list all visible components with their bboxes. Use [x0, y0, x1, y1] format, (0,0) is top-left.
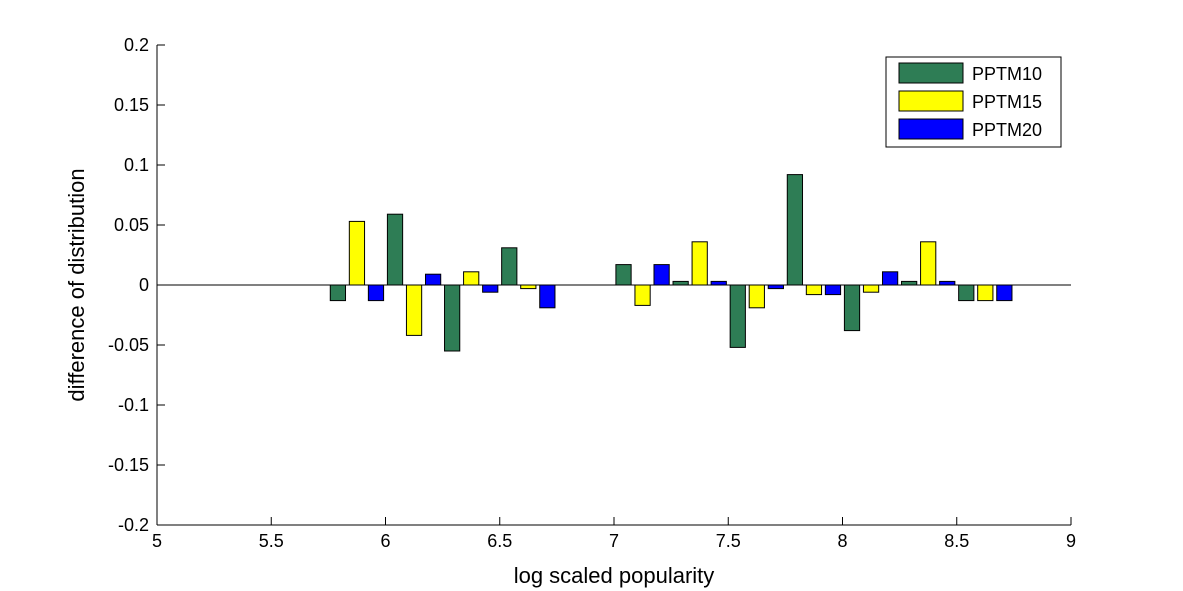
bar-pptm15-1 — [405, 284, 423, 336]
bar-pptm15-8 — [862, 284, 880, 293]
bar-pptm15-4 — [634, 284, 651, 306]
bar-pptm15-6 — [748, 284, 765, 309]
x-tick-label: 8 — [837, 531, 847, 551]
bar-pptm20-9 — [939, 280, 956, 286]
bar-pptm10-2 — [444, 284, 461, 352]
bar-pptm20-8 — [881, 271, 899, 286]
bar-pptm10-7 — [786, 174, 804, 286]
bars-group — [329, 174, 1013, 352]
bar-pptm10-10 — [958, 284, 975, 302]
x-tick-label: 8.5 — [944, 531, 969, 551]
x-tick-label: 7 — [609, 531, 619, 551]
bar-pptm10-3 — [501, 247, 518, 286]
x-tick-label: 9 — [1066, 531, 1076, 551]
bar-pptm10-9 — [901, 280, 918, 286]
bar-pptm10-1 — [386, 213, 404, 286]
x-tick-label: 5.5 — [259, 531, 284, 551]
y-tick-label: 0.1 — [124, 155, 149, 175]
bar-pptm20-1 — [424, 273, 442, 286]
y-tick-label: -0.15 — [108, 455, 149, 475]
x-tick-label: 7.5 — [716, 531, 741, 551]
y-tick-label: -0.2 — [118, 515, 149, 535]
legend-label-pptm15: PPTM15 — [972, 92, 1042, 112]
y-tick-label: -0.1 — [118, 395, 149, 415]
y-axis-title: difference of distribution — [64, 168, 89, 401]
bar-pptm20-0 — [367, 284, 385, 302]
y-tick-label: 0.15 — [114, 95, 149, 115]
axes-group: 5 5.5 6 6.5 7 7.5 8 8.5 9 -0.2 -0.15 -0.1 -0.05 0 0.05… — [108, 35, 1076, 551]
bar-pptm20-5 — [710, 280, 727, 286]
y-tick-label: 0.2 — [124, 35, 149, 55]
x-tick-label: 6 — [380, 531, 390, 551]
x-tick-label: 5 — [152, 531, 162, 551]
bar-pptm15-9 — [920, 241, 937, 286]
bar-pptm15-10 — [977, 284, 994, 302]
bar-pptm20-6 — [767, 284, 784, 290]
bar-pptm20-2 — [482, 284, 499, 293]
x-axis-title: log scaled popularity — [514, 563, 715, 588]
bar-pptm20-4 — [653, 264, 670, 286]
y-tick-label: -0.05 — [108, 335, 149, 355]
legend-swatch-pptm20 — [898, 118, 964, 140]
bar-pptm20-3 — [539, 284, 556, 309]
bar-pptm15-0 — [348, 220, 366, 286]
y-tick-label: 0.05 — [114, 215, 149, 235]
legend-swatch-pptm10 — [898, 62, 964, 84]
y-tick-label: 0 — [139, 275, 149, 295]
legend-label-pptm20: PPTM20 — [972, 120, 1042, 140]
legend-label-pptm10: PPTM10 — [972, 64, 1042, 84]
legend-swatch-pptm15 — [898, 90, 964, 112]
bar-pptm15-2 — [463, 271, 480, 286]
bar-pptm15-3 — [520, 284, 537, 290]
bar-pptm20-10 — [996, 284, 1013, 302]
bar-pptm10-8 — [843, 284, 861, 332]
legend: PPTM10 PPTM15 PPTM20 — [885, 56, 1062, 148]
bar-pptm15-5 — [691, 241, 708, 286]
bar-pptm10-0 — [329, 284, 347, 302]
bar-pptm10-5 — [672, 280, 689, 286]
bar-pptm15-7 — [805, 284, 823, 296]
bar-pptm10-4 — [615, 264, 632, 286]
x-tick-label: 6.5 — [487, 531, 512, 551]
bar-pptm20-7 — [824, 284, 842, 296]
bar-pptm10-6 — [729, 284, 746, 348]
